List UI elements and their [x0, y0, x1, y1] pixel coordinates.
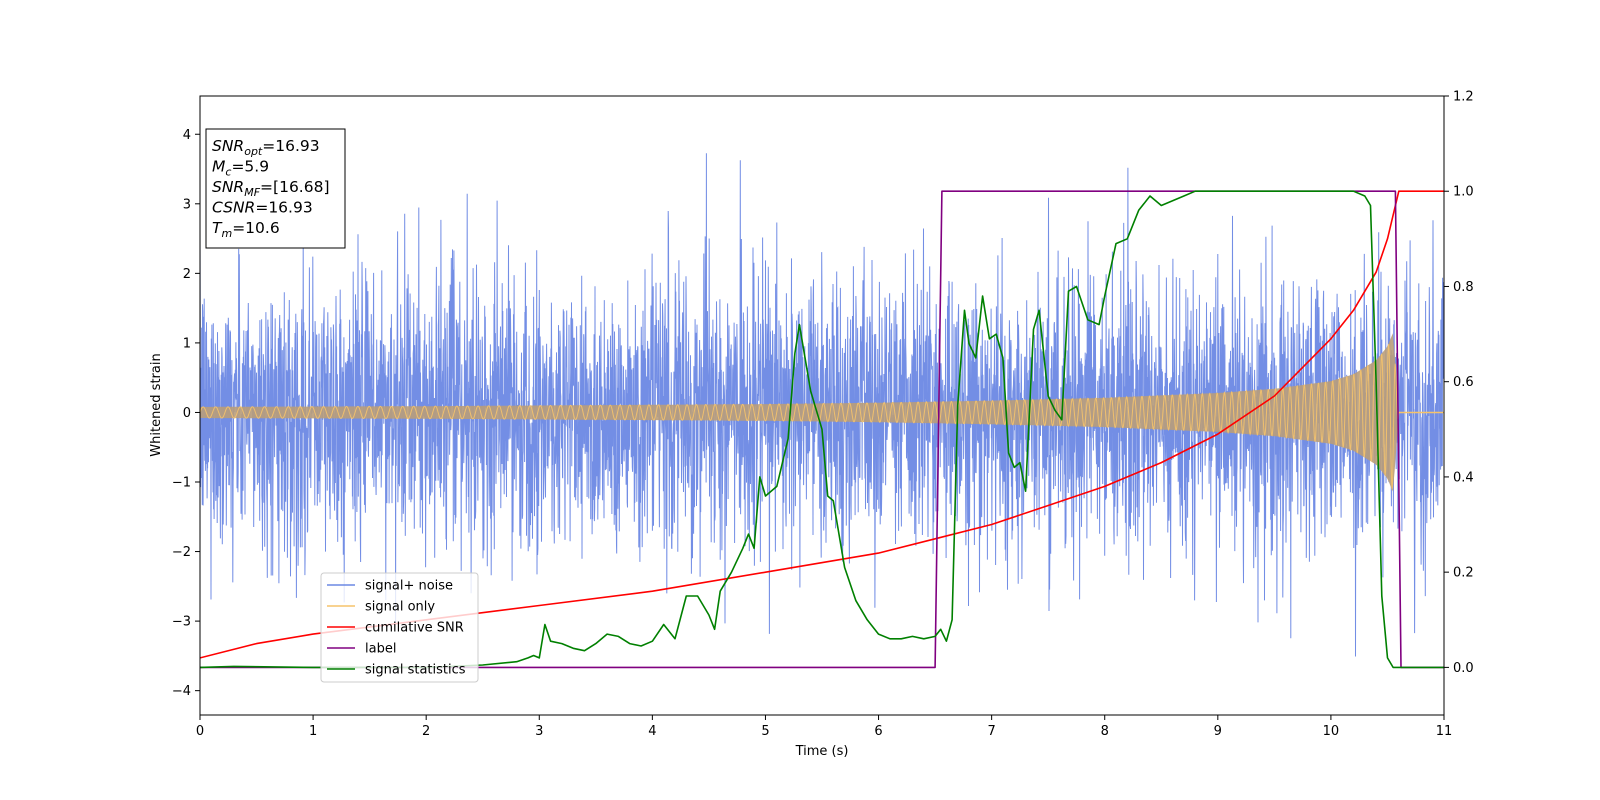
y-right-tick-label: 0.2 — [1453, 566, 1474, 581]
y-axis-right: 0.0 0.2 0.4 0.6 0.8 1.0 1.2 — [1444, 90, 1474, 676]
y-left-tick-label: −4 — [172, 684, 191, 699]
signal-noise-line — [200, 153, 1444, 657]
x-tick-label: 2 — [422, 724, 430, 739]
legend-label: cumilative SNR — [365, 621, 464, 636]
y-left-tick-label: −1 — [172, 476, 191, 491]
legend-label: label — [365, 642, 396, 657]
plot-frame — [199, 95, 1445, 716]
series-signal-noise — [200, 153, 1444, 657]
x-tick-label: 9 — [1214, 724, 1222, 739]
stats-line: SNRMF=[16.68] — [212, 178, 330, 199]
y-right-tick-label: 0.0 — [1453, 661, 1474, 676]
x-tick-label: 6 — [874, 724, 882, 739]
y-right-tick-label: 1.0 — [1453, 185, 1474, 200]
stats-line: SNRopt=16.93 — [212, 137, 320, 158]
legend: signal+ noise signal only cumilative SNR la… — [320, 572, 479, 683]
legend-frame — [320, 572, 479, 683]
y-left-tick-label: −3 — [172, 615, 191, 630]
x-tick-label: 1 — [309, 724, 317, 739]
stats-line: Mc=5.9 — [212, 158, 269, 179]
series-signal-statistics — [200, 190, 1444, 669]
x-tick-label: 4 — [648, 724, 656, 739]
y-left-tick-label: −2 — [172, 545, 191, 560]
x-tick-label: 5 — [761, 724, 769, 739]
stats-box-frame — [205, 128, 346, 249]
stats-annotation-box: SNRopt=16.93Mc=5.9SNRMF=[16.68]CSNR=16.9… — [205, 128, 346, 249]
y-axis-left: −4 −3 −2 −1 0 1 2 3 4 — [172, 128, 200, 699]
y-left-tick-label: 0 — [183, 406, 191, 421]
x-axis: 0 1 2 3 4 5 6 7 8 9 10 11 — [196, 715, 1452, 739]
signal-statistics-line — [200, 190, 1444, 669]
x-tick-label: 8 — [1101, 724, 1109, 739]
legend-label: signal only — [365, 600, 435, 615]
y-left-tick-label: 4 — [183, 128, 191, 143]
series-signal-only — [200, 333, 1444, 492]
x-axis-label: Time (s) — [795, 744, 849, 759]
y-axis-label: Whitened strain — [149, 353, 164, 456]
signal-only-line — [200, 344, 1400, 490]
y-left-tick-label: 1 — [183, 336, 191, 351]
legend-label: signal statistics — [365, 663, 466, 678]
y-left-tick-label: 2 — [183, 267, 191, 282]
x-tick-label: 10 — [1323, 724, 1340, 739]
y-right-tick-label: 0.4 — [1453, 470, 1474, 485]
stats-line: Tm=10.6 — [212, 219, 280, 240]
legend-label: signal+ noise — [365, 579, 453, 594]
y-right-tick-label: 0.8 — [1453, 280, 1474, 295]
x-tick-label: 7 — [987, 724, 995, 739]
y-left-tick-label: 3 — [183, 197, 191, 212]
x-tick-label: 0 — [196, 724, 204, 739]
x-tick-label: 11 — [1436, 724, 1453, 739]
x-tick-label: 3 — [535, 724, 543, 739]
y-right-tick-label: 1.2 — [1453, 90, 1474, 105]
stats-line: CSNR=16.93 — [212, 199, 313, 217]
y-right-tick-label: 0.6 — [1453, 375, 1474, 390]
